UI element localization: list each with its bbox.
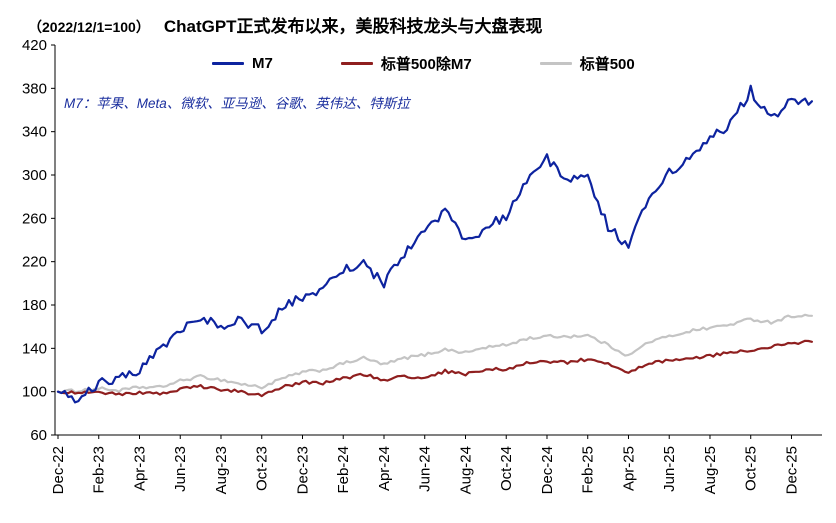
y-tick-label: 380 [22,80,47,97]
legend-swatch-sp500-icon [539,62,572,65]
x-tick-label: Feb-25 [580,446,597,494]
x-tick-label: Dec-24 [539,446,556,494]
series-line-0 [56,84,814,404]
y-tick-label: 180 [22,297,47,314]
x-tick-label: Jun-24 [417,446,434,492]
series-line-2 [56,313,814,394]
legend-swatch-sp500-ex-m7-icon [340,62,373,65]
legend-item-sp500: 标普500 [539,53,635,74]
x-tick-label: Aug-25 [702,446,719,494]
y-tick-label: 140 [22,340,47,357]
legend-item-m7: M7 [212,55,273,72]
x-tick-label: Oct-25 [743,446,760,491]
x-tick-label: Dec-25 [783,446,800,494]
y-tick-label: 300 [22,167,47,184]
index-base-label: （2022/12/1=100） [28,19,150,35]
legend-swatch-m7-icon [212,62,244,65]
x-tick-label: Aug-24 [457,446,474,494]
y-tick-label: 100 [22,384,47,401]
x-tick-label: Jun-23 [172,446,189,492]
x-tick-label: Apr-23 [131,446,148,491]
x-tick-label: Aug-23 [213,446,230,494]
chart-header: （2022/12/1=100） ChatGPT正式发布以来，美股科技龙头与大盘表… [28,12,826,37]
x-tick-label: Feb-23 [91,446,108,494]
legend-label-sp500: 标普500 [579,56,635,73]
y-tick-label: 60 [30,427,47,444]
legend: M7 标普500除M7 标普500 [212,53,635,74]
chart-title: ChatGPT正式发布以来，美股科技龙头与大盘表现 [163,17,543,36]
x-tick-label: Jun-25 [661,446,678,492]
x-tick-label: Apr-24 [376,446,393,491]
x-tick-label: Dec-22 [50,446,67,494]
y-tick-label: 420 [22,37,47,54]
m7-composition-note: M7：苹果、Meta、微软、亚马逊、谷歌、英伟达、特斯拉 [64,96,410,111]
series-line-1 [56,339,814,398]
x-tick-label: Oct-24 [498,446,515,491]
x-tick-label: Dec-23 [294,446,311,494]
legend-label-m7: M7 [252,55,273,72]
legend-label-sp500-ex-m7: 标普500除M7 [380,56,472,73]
y-tick-label: 220 [22,254,47,271]
y-tick-label: 340 [22,124,47,141]
y-tick-label: 260 [22,210,47,227]
legend-item-sp500-ex-m7: 标普500除M7 [340,53,472,74]
x-tick-label: Apr-25 [620,446,637,491]
x-tick-label: Feb-24 [335,446,352,494]
x-tick-label: Oct-23 [254,446,271,491]
